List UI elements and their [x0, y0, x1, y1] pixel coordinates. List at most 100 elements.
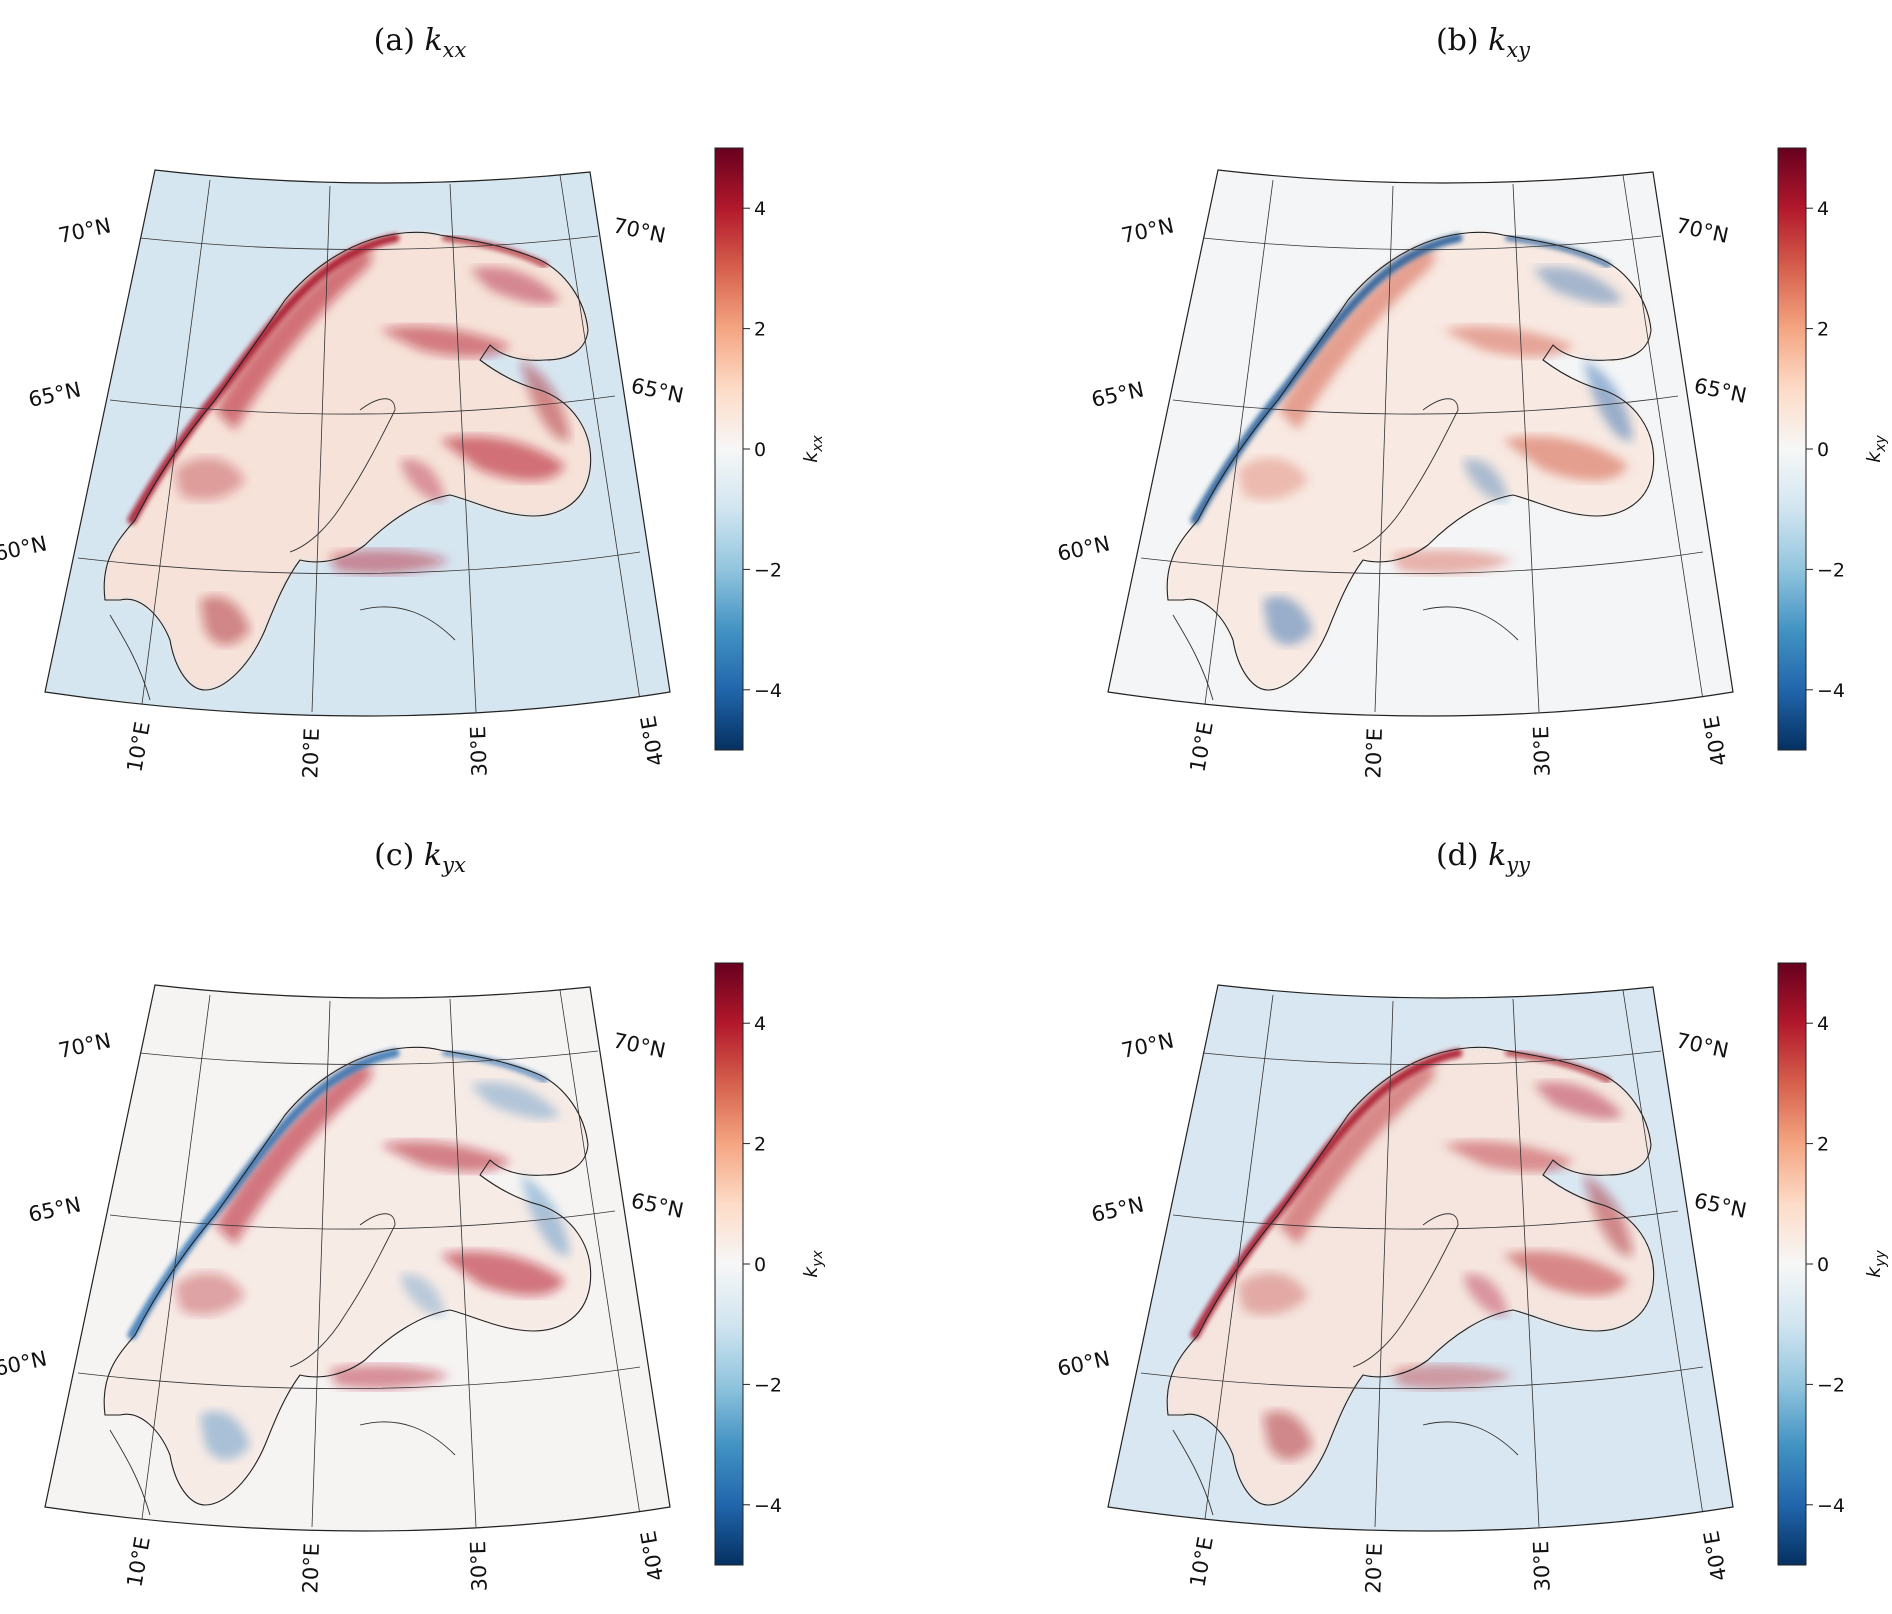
- lat-label-left-0: 70°N: [56, 213, 113, 247]
- lon-label-0: 10°E: [1185, 720, 1217, 774]
- colorbar-tick-0: 4: [1817, 198, 1829, 220]
- title-subscript: yy: [1505, 853, 1531, 877]
- colorbar-tick-1: 2: [1817, 319, 1829, 341]
- panel-d-graticule: [1140, 989, 1704, 1528]
- lat-label-left-2: 60°N: [1055, 1346, 1112, 1380]
- coastline: [1166, 1046, 1655, 1506]
- colorbar-tick-4: −4: [754, 680, 782, 702]
- panel-c: (c) kyx 70°N 65°N 60°N 70°N 65°N 10°E 20°E 30°E 4…: [0, 838, 826, 1594]
- lat-label-left-2: 60°N: [0, 1346, 49, 1380]
- colorbar-tick-0: 4: [754, 1013, 766, 1035]
- panel-b-graticule: [1140, 174, 1704, 713]
- panel-b-map: [1108, 170, 1733, 716]
- lat-label-left-0: 70°N: [1119, 213, 1176, 247]
- lat-label-right-1: 65°N: [1692, 1188, 1749, 1222]
- panel-c-field: [175, 1065, 570, 1460]
- lon-label-1: 20°E: [1361, 728, 1387, 779]
- lon-label-3: 40°E: [1699, 1529, 1731, 1583]
- colorbar-tick-3: −2: [754, 559, 782, 581]
- panel-a-title: (a) kxx: [374, 23, 467, 62]
- panel-b-colorbar: 4 2 0 −2 −4 kxy: [1777, 147, 1889, 751]
- lon-label-3: 40°E: [636, 1529, 668, 1583]
- coastline: [103, 1046, 592, 1506]
- colorbar-tick-0: 4: [754, 198, 766, 220]
- lon-label-0: 10°E: [1185, 1535, 1217, 1589]
- lon-label-3: 40°E: [1699, 714, 1731, 768]
- panel-d-field: [1238, 1065, 1633, 1460]
- colorbar-tick-3: −2: [754, 1374, 782, 1396]
- colorbar-tick-2: 0: [1817, 1254, 1829, 1276]
- lon-label-2: 30°E: [466, 1541, 492, 1592]
- lon-label-3: 40°E: [636, 714, 668, 768]
- title-variable: k: [1488, 838, 1506, 873]
- panel-a-colorbar-label: kxx: [800, 434, 826, 462]
- title-variable: k: [1488, 23, 1506, 58]
- panel-c-colorbar-label: kyx: [800, 1249, 826, 1277]
- lat-label-left-1: 65°N: [1089, 1192, 1146, 1226]
- title-variable: k: [424, 838, 442, 873]
- title-prefix: (a): [374, 23, 425, 58]
- title-prefix: (b): [1436, 23, 1488, 58]
- panel-a-colorbar: 4 2 0 −2 −4 kxx: [714, 147, 826, 751]
- colorbar-tick-3: −2: [1817, 559, 1845, 581]
- panel-a-map: [45, 170, 670, 716]
- title-prefix: (d): [1436, 838, 1488, 873]
- lat-label-left-0: 70°N: [1119, 1028, 1176, 1062]
- panel-a: (a) kxx 70°N 65°N 60°N 70°N 65°N 10°E 20°E 30°E 4…: [0, 23, 826, 779]
- colorbar-tick-0: 4: [1817, 1013, 1829, 1035]
- map-border: [44, 169, 671, 717]
- lat-label-right-0: 70°N: [611, 1028, 668, 1062]
- lat-label-right-0: 70°N: [611, 213, 668, 247]
- lon-label-2: 30°E: [1529, 1541, 1555, 1592]
- lat-label-left-2: 60°N: [0, 531, 49, 565]
- map-border: [44, 984, 671, 1532]
- panel-b: (b) kxy 70°N 65°N 60°N 70°N 65°N 10°E 20°E 30°E 4…: [1055, 23, 1889, 779]
- panel-a-graticule: [77, 174, 641, 713]
- panel-d-map: [1108, 985, 1733, 1531]
- colorbar-tick-4: −4: [754, 1495, 782, 1517]
- lat-label-left-1: 65°N: [26, 377, 83, 411]
- colorbar-tick-1: 2: [754, 319, 766, 341]
- colorbar-tick-2: 0: [754, 1254, 766, 1276]
- lat-label-right-1: 65°N: [629, 373, 686, 407]
- coastline: [103, 231, 592, 691]
- lon-label-2: 30°E: [466, 726, 492, 777]
- panel-b-title: (b) kxy: [1436, 23, 1531, 62]
- panel-d-colorbar-label: kyy: [1863, 1249, 1889, 1277]
- lat-label-left-0: 70°N: [56, 1028, 113, 1062]
- panel-d-colorbar: 4 2 0 −2 −4 kyy: [1777, 962, 1889, 1566]
- colorbar-tick-1: 2: [1817, 1134, 1829, 1156]
- title-subscript: xy: [1506, 38, 1531, 62]
- coastline: [1166, 231, 1655, 691]
- title-subscript: yx: [441, 853, 466, 877]
- colorbar-tick-3: −2: [1817, 1374, 1845, 1396]
- lat-label-left-1: 65°N: [26, 1192, 83, 1226]
- lon-label-1: 20°E: [298, 1543, 324, 1594]
- colorbar-tick-1: 2: [754, 1134, 766, 1156]
- lon-label-2: 30°E: [1529, 726, 1555, 777]
- lon-label-1: 20°E: [298, 728, 324, 779]
- panel-d: (d) kyy 70°N 65°N 60°N 70°N 65°N 10°E 20°E 30°E 4…: [1055, 838, 1889, 1594]
- panel-c-colorbar: 4 2 0 −2 −4 kyx: [714, 962, 826, 1566]
- colorbar-tick-4: −4: [1817, 1495, 1845, 1517]
- colorbar-tick-4: −4: [1817, 680, 1845, 702]
- map-border: [1107, 169, 1734, 717]
- colorbar-tick-2: 0: [754, 439, 766, 461]
- panel-a-field: [175, 250, 570, 645]
- lat-label-right-0: 70°N: [1674, 213, 1731, 247]
- colorbar-tick-2: 0: [1817, 439, 1829, 461]
- panel-b-colorbar-label: kxy: [1863, 434, 1889, 462]
- title-variable: k: [424, 23, 442, 58]
- lon-label-0: 10°E: [122, 720, 154, 774]
- panel-c-map: [45, 985, 670, 1531]
- lat-label-right-0: 70°N: [1674, 1028, 1731, 1062]
- lat-label-left-2: 60°N: [1055, 531, 1112, 565]
- panel-d-title: (d) kyy: [1436, 838, 1531, 877]
- panel-c-title: (c) kyx: [374, 838, 466, 877]
- panel-b-field: [1238, 250, 1633, 645]
- map-border: [1107, 984, 1734, 1532]
- lon-label-1: 20°E: [1361, 1543, 1387, 1594]
- panel-c-graticule: [77, 989, 641, 1528]
- title-prefix: (c): [374, 838, 424, 873]
